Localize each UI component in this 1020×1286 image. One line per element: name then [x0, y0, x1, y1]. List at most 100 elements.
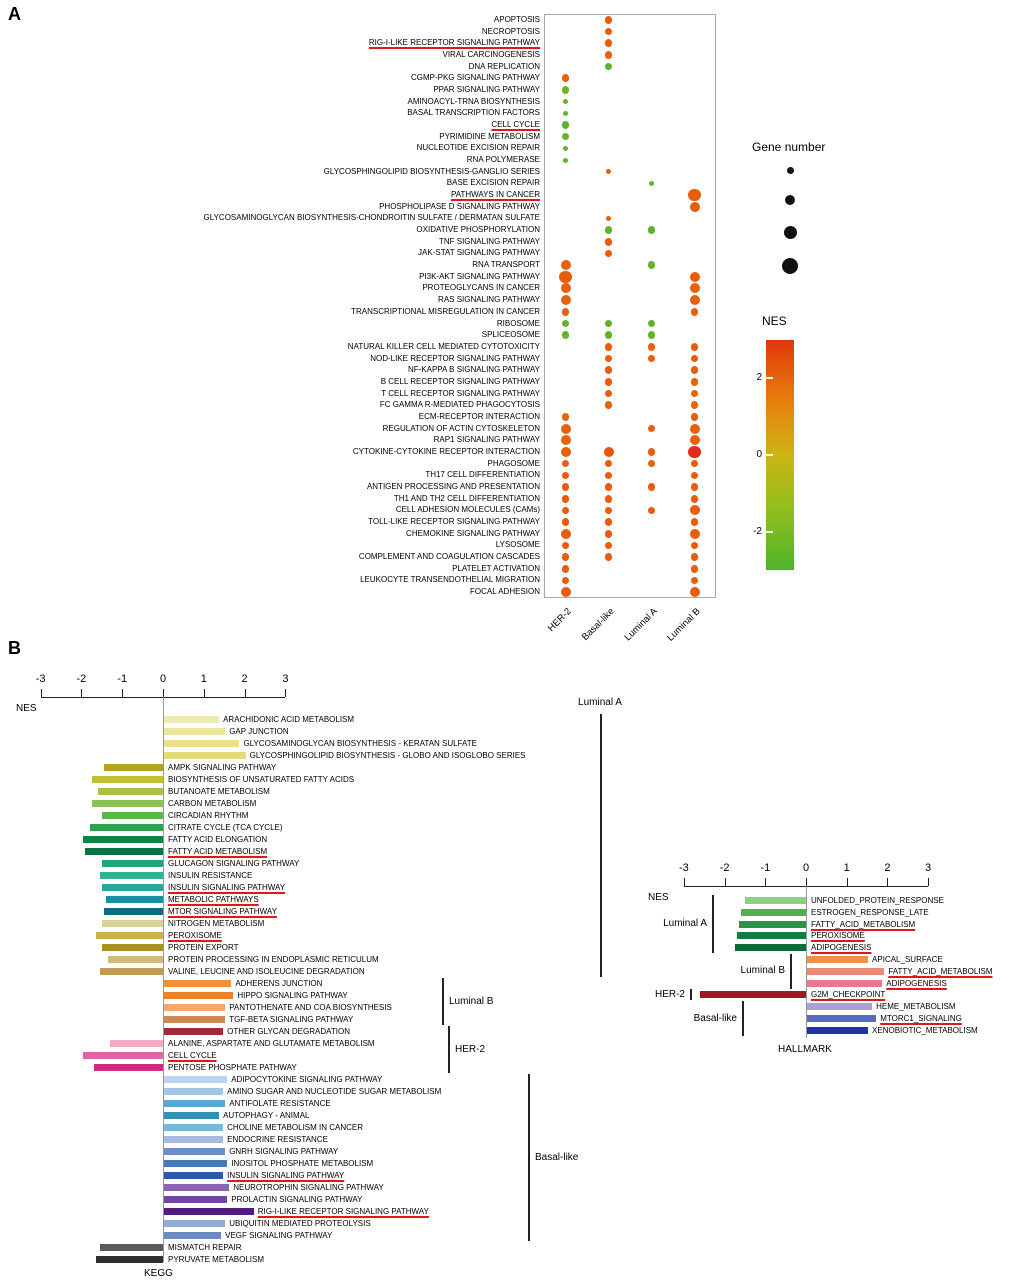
dotplot-row-label: CGMP-PKG SIGNALING PATHWAY: [410, 73, 540, 83]
bar-label: GAP JUNCTION: [229, 727, 289, 736]
bar-label: PROLACTIN SIGNALING PATHWAY: [231, 1195, 363, 1204]
bar: [83, 1052, 163, 1059]
bar-label: AMPK SIGNALING PATHWAY: [168, 763, 277, 772]
axis-tick-label: -3: [35, 673, 46, 685]
axis-tick-label: -1: [117, 673, 128, 685]
bar: [103, 908, 163, 915]
dot: [690, 366, 699, 375]
bar: [101, 860, 163, 867]
dot: [688, 445, 701, 459]
dotplot-row-label: PYRIMIDINE METABOLISM: [439, 131, 540, 141]
axis-tick: [724, 878, 726, 886]
dotplot-row-label: ANTIGEN PROCESSING AND PRESENTATION: [366, 482, 540, 492]
bar: [164, 728, 226, 735]
bar-label: G2M_CHECKPOINT: [811, 990, 886, 1000]
dotplot-row-label: PLATELET ACTIVATION: [452, 563, 540, 573]
bar: [164, 740, 240, 747]
bar: [744, 897, 806, 904]
dot: [647, 343, 656, 351]
dot: [561, 413, 570, 421]
bar-label: METABOLIC PATHWAYS: [168, 895, 259, 904]
bar-label: MTORC1_SIGNALING: [880, 1014, 962, 1023]
dotplot-row-label: RIBOSOME: [496, 318, 540, 328]
axis-tick: [122, 689, 124, 697]
dotplot-row-label: B CELL RECEPTOR SIGNALING PATHWAY: [380, 376, 540, 386]
bar: [103, 764, 163, 771]
bar-label: UBIQUITIN MEDIATED PROTEOLYSIS: [229, 1219, 371, 1228]
axis-tick: [285, 689, 287, 697]
bar-label: XENOBIOTIC_METABOLISM: [872, 1025, 978, 1035]
bar: [734, 944, 806, 952]
bar: [164, 1028, 224, 1035]
dot: [561, 565, 570, 573]
dot: [561, 331, 570, 339]
dot: [604, 226, 613, 234]
dotplot-row-label: RIG-I-LIKE RECEPTOR SIGNALING PATHWAY: [368, 38, 540, 48]
dot: [690, 413, 699, 421]
bar-label: INSULIN SIGNALING PATHWAY: [168, 883, 286, 892]
group-bracket: [528, 1074, 530, 1241]
dot: [604, 237, 613, 246]
bar-label: CARBON METABOLISM: [168, 799, 257, 808]
dot: [647, 483, 656, 491]
dot: [647, 424, 656, 433]
bar: [164, 1112, 220, 1119]
dotplot-row-label: LEUKOCYTE TRANSENDOTHELIAL MIGRATION: [360, 575, 540, 585]
dotplot-row-label: GLYCOSPHINGOLIPID BIOSYNTHESIS-GANGLIO S…: [323, 166, 540, 176]
dot: [690, 518, 699, 526]
axis-tick: [806, 878, 807, 886]
bar: [91, 776, 163, 783]
legend-size-dot: [782, 258, 798, 274]
bar-label: INSULIN SIGNALING PATHWAY: [227, 1171, 345, 1180]
bar: [97, 788, 163, 795]
dotplot-row-label: AMINOACYL-TRNA BIOSYNTHESIS: [407, 96, 540, 106]
dotplot-row-label: TOLL-LIKE RECEPTOR SIGNALING PATHWAY: [368, 517, 540, 527]
dot: [561, 132, 570, 141]
dot: [606, 169, 611, 175]
bar: [99, 872, 163, 879]
bar: [99, 1244, 163, 1251]
bar-label: GLUCAGON SIGNALING PATHWAY: [168, 859, 300, 868]
group-label: HER-2: [455, 1043, 486, 1055]
dotplot-row-label: TH17 CELL DIFFERENTIATION: [425, 470, 540, 480]
dot: [559, 270, 572, 283]
dot: [690, 389, 699, 398]
dot: [563, 157, 568, 163]
bar: [738, 920, 806, 928]
bar: [164, 1196, 228, 1203]
hallmark-chart-title: HALLMARK: [778, 1044, 832, 1055]
bar-label: VALINE, LEUCINE AND ISOLEUCINE DEGRADATI…: [168, 967, 365, 976]
bar: [164, 1100, 226, 1107]
bar-label: TGF-BETA SIGNALING PATHWAY: [229, 1015, 354, 1024]
dot: [561, 541, 570, 550]
dotplot-row-label: CHEMOKINE SIGNALING PATHWAY: [406, 528, 540, 538]
bar-label: FATTY ACID METABOLISM: [168, 847, 268, 856]
dot: [560, 447, 571, 457]
dotplot-row-label: NECROPTOSIS: [481, 26, 540, 36]
bar-label: APICAL_SURFACE: [872, 955, 943, 964]
dot: [647, 331, 656, 339]
bar: [164, 1016, 226, 1023]
dotplot-row-label: FC GAMMA R-MEDIATED PHAGOCYTOSIS: [379, 400, 540, 410]
axis-tick-label: -2: [719, 862, 730, 874]
bar: [740, 908, 806, 916]
group-label: Luminal B: [740, 965, 785, 977]
axis-tick: [765, 878, 767, 886]
bar-label: FATTY_ACID_METABOLISM: [811, 919, 916, 929]
dotplot-row-label: APOPTOSIS: [493, 14, 540, 24]
dot: [689, 423, 700, 434]
kegg-chart-title: KEGG: [144, 1268, 173, 1279]
dot: [604, 506, 613, 515]
group-label: Basal-like: [535, 1151, 579, 1163]
bar-label: PENTOSE PHOSPHATE PATHWAY: [168, 1063, 297, 1072]
bar-label: ANTIFOLATE RESISTANCE: [229, 1099, 331, 1108]
axis-tick-label: 3: [925, 862, 932, 874]
dotplot-row-label: RAP1 SIGNALING PATHWAY: [433, 435, 540, 445]
axis-tick: [163, 689, 164, 697]
axis-tick-label: 0: [159, 673, 167, 685]
dotplot-row-label: ECM-RECEPTOR INTERACTION: [418, 411, 540, 421]
bar-label: HIPPO SIGNALING PATHWAY: [237, 991, 348, 1000]
dotplot-row-label: NOD-LIKE RECEPTOR SIGNALING PATHWAY: [370, 353, 540, 363]
zero-line: [806, 886, 807, 1038]
group-label: Luminal A: [578, 697, 622, 708]
